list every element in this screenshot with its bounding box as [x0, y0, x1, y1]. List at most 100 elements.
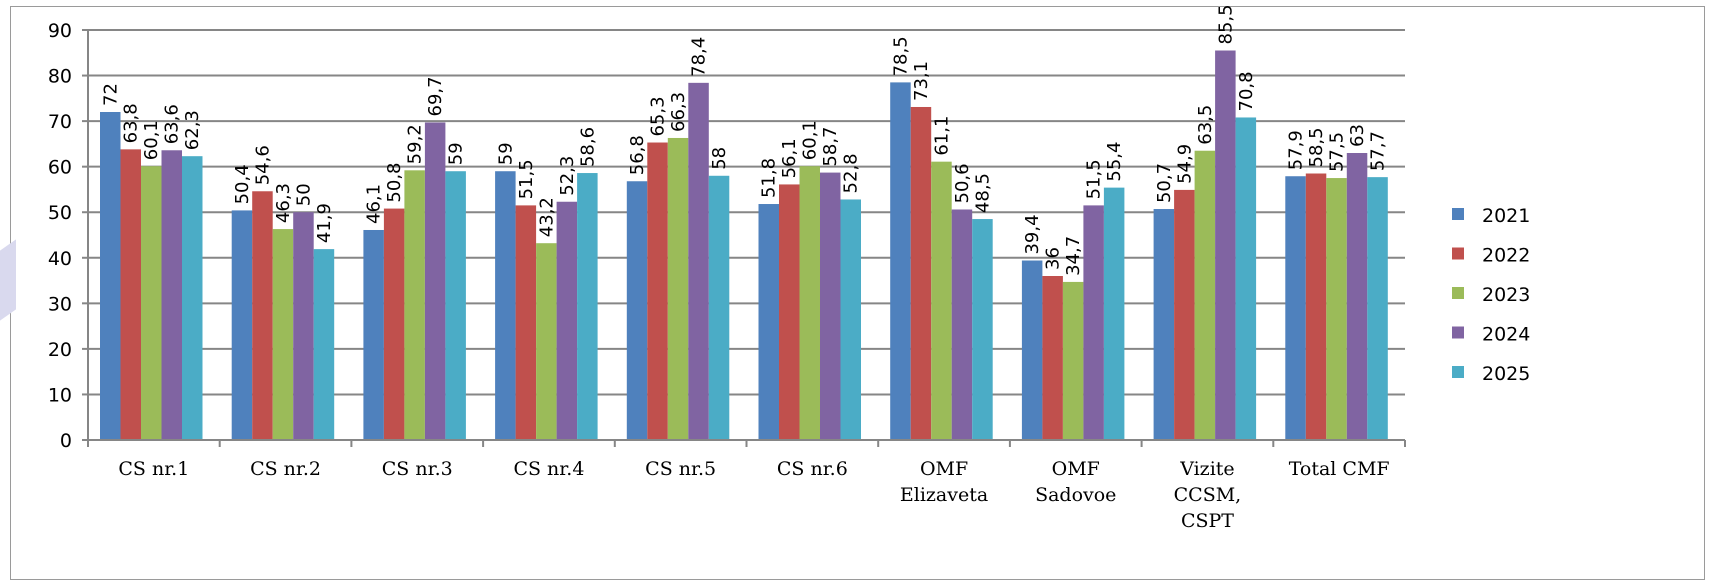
- data-label: 51,5: [1084, 159, 1105, 199]
- data-label: 62,3: [182, 110, 203, 150]
- bar: [931, 161, 952, 440]
- category-label: CS nr.1: [118, 458, 189, 480]
- bar: [1062, 281, 1084, 440]
- y-tick-label: 40: [48, 248, 72, 270]
- legend-swatch: [1452, 366, 1464, 378]
- category-label: CS nr.6: [777, 458, 848, 480]
- category-label: Vizite: [1179, 458, 1234, 480]
- category-label: Total CMF: [1289, 458, 1390, 480]
- data-label: 48,5: [972, 173, 993, 213]
- bar: [1083, 205, 1104, 440]
- bar: [626, 181, 648, 440]
- data-label: 52,8: [841, 153, 862, 193]
- bar: [536, 243, 557, 440]
- bar: [161, 150, 182, 440]
- bar: [1042, 276, 1063, 440]
- data-labels: 72 50,4 46,1 59 56,8 51,8 78,5 39,4 50,7 57,9 63,8…: [100, 4, 1388, 276]
- bar: [820, 172, 841, 441]
- bar: [647, 142, 668, 440]
- data-label: 41,9: [314, 203, 335, 243]
- data-label: 65,3: [648, 96, 669, 136]
- bar: [1215, 50, 1236, 440]
- data-label: 51,5: [516, 159, 537, 199]
- data-label: 51,8: [759, 158, 780, 198]
- data-label: 57,5: [1327, 132, 1348, 172]
- category-label: CS nr.2: [250, 458, 321, 480]
- data-label: 34,7: [1063, 236, 1084, 276]
- bar: [1103, 187, 1125, 440]
- bar: [182, 156, 203, 440]
- bar: [1153, 209, 1175, 440]
- data-label: 60,1: [800, 120, 821, 160]
- category-label: CS nr.4: [513, 458, 584, 480]
- bar: [1174, 189, 1195, 440]
- bar: [1021, 260, 1043, 440]
- legend-label: 2024: [1482, 324, 1530, 346]
- bar: [424, 122, 446, 440]
- data-label: 69,7: [425, 76, 446, 116]
- bar: [840, 199, 861, 440]
- data-label: 56,1: [779, 138, 800, 178]
- data-label: 55,4: [1104, 142, 1125, 182]
- bar: [577, 173, 598, 441]
- data-label: 58: [709, 147, 730, 170]
- data-label: 36: [1043, 247, 1064, 270]
- data-label: 58,6: [577, 127, 598, 167]
- data-label: 72: [100, 83, 121, 106]
- legend: 2021 2022 2023 2024 2025: [1452, 205, 1530, 385]
- data-label: 50,4: [232, 164, 253, 204]
- category-label: Elizaveta: [900, 484, 988, 506]
- data-label: 43,2: [536, 197, 557, 237]
- y-tick-label: 90: [48, 20, 72, 42]
- legend-label: 2025: [1482, 363, 1530, 385]
- bar: [100, 112, 121, 440]
- bar: [1285, 176, 1306, 440]
- bar: [293, 212, 314, 440]
- axes: 0 10 20 30 40 50 60 70 80 90 CS nr.1 CS nr.2 CS nr.3…: [48, 20, 1406, 532]
- y-tick-label: 10: [48, 384, 72, 406]
- data-label: 63,5: [1195, 105, 1216, 145]
- data-label: 61,1: [931, 116, 952, 156]
- y-tick-label: 20: [48, 339, 72, 361]
- data-label: 46,3: [273, 183, 294, 223]
- bar: [1235, 117, 1257, 440]
- bar: [688, 82, 709, 440]
- bar: [758, 204, 779, 440]
- data-label: 73,1: [911, 61, 932, 101]
- category-label: CS nr.5: [645, 458, 716, 480]
- bar: [363, 229, 384, 440]
- y-tick-label: 0: [60, 430, 72, 452]
- category-label: CCSM,: [1174, 484, 1242, 506]
- bars: [100, 50, 1388, 441]
- data-label: 50: [293, 183, 314, 206]
- data-label: 50,7: [1154, 163, 1175, 203]
- bar: [1194, 150, 1216, 440]
- legend-swatch: [1452, 247, 1464, 260]
- data-label: 59: [446, 142, 467, 165]
- data-label: 50,8: [384, 162, 405, 202]
- y-tick-label: 30: [48, 293, 72, 315]
- bar: [231, 210, 253, 440]
- bar: [779, 184, 800, 440]
- bar: [383, 208, 405, 440]
- data-label: 58,7: [820, 127, 841, 167]
- data-label: 78,5: [890, 36, 911, 76]
- bar: [445, 171, 466, 440]
- bar: [252, 191, 273, 440]
- data-label: 54,6: [252, 145, 273, 185]
- data-label: 63,6: [162, 104, 183, 144]
- bar: [120, 149, 141, 440]
- data-label: 46,1: [364, 184, 385, 224]
- data-label: 63,8: [121, 103, 142, 143]
- category-label: Sadovoe: [1035, 484, 1116, 506]
- bar: [667, 137, 689, 440]
- data-label: 57,7: [1368, 131, 1389, 171]
- y-tick-label: 50: [48, 202, 72, 224]
- data-label: 59,2: [405, 124, 426, 164]
- bar: [708, 175, 730, 440]
- bar: [972, 219, 993, 440]
- data-label: 85,5: [1215, 4, 1236, 44]
- bar: [951, 209, 973, 440]
- data-label: 60,1: [141, 120, 162, 160]
- data-label: 54,9: [1174, 144, 1195, 184]
